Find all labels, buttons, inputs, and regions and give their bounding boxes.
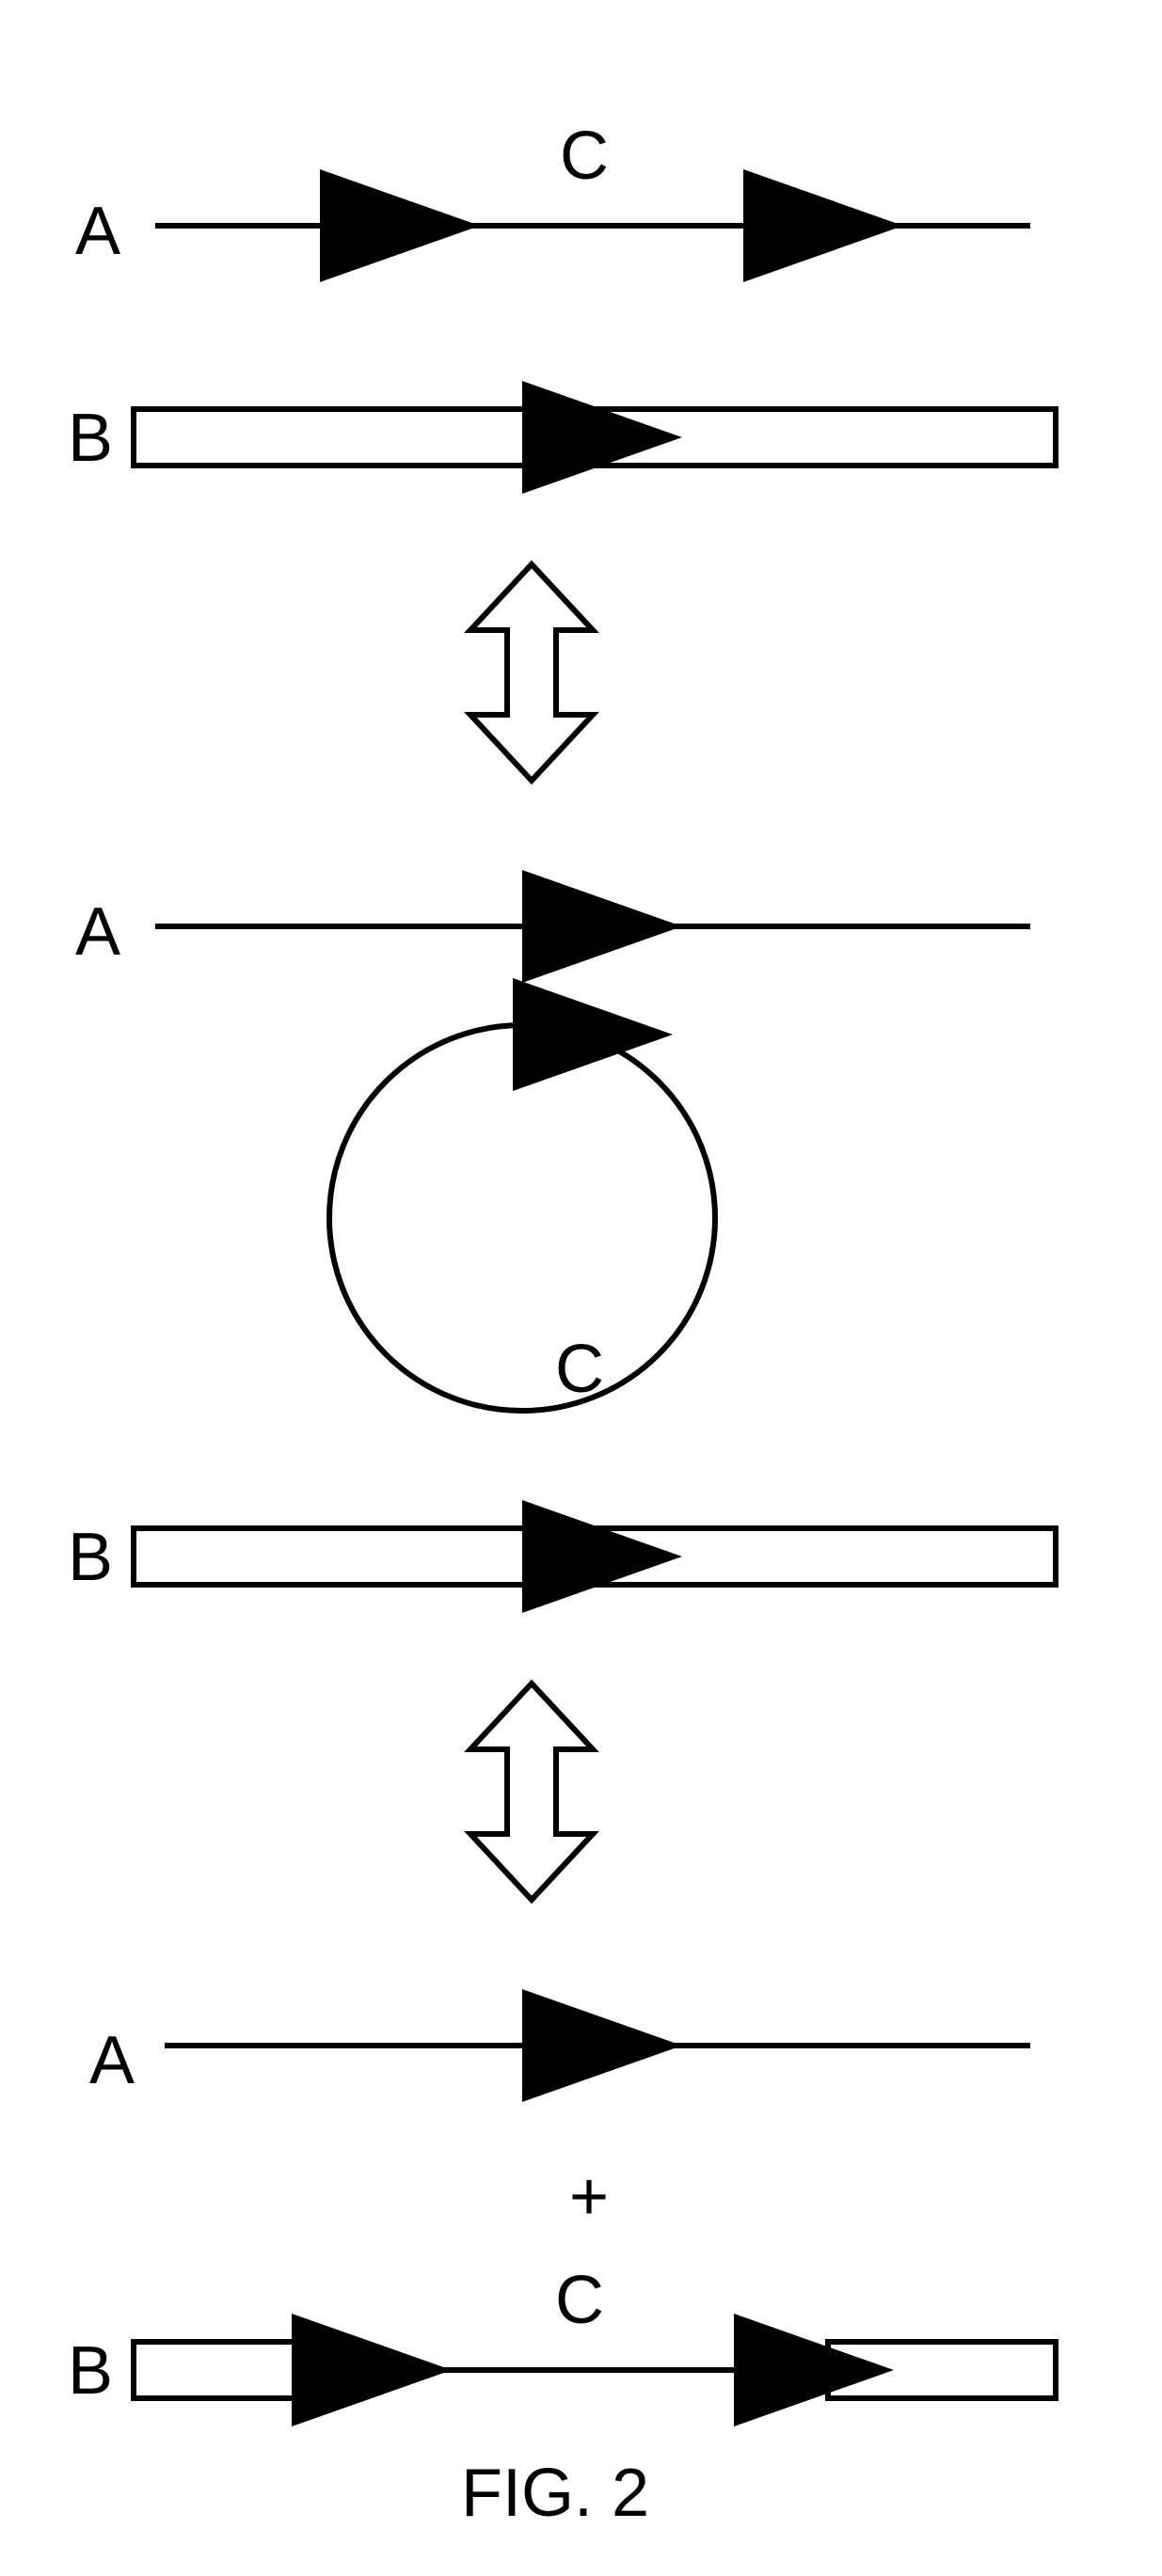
label-C-bot: C bbox=[555, 2262, 604, 2339]
figure-canvas: A C B A C B A + C B FIG. 2 bbox=[0, 0, 1162, 2576]
label-A-bot: A bbox=[89, 2022, 135, 2099]
plus-sign: + bbox=[569, 2158, 609, 2236]
label-A-top: A bbox=[75, 193, 120, 270]
label-B-bot: B bbox=[68, 2332, 113, 2410]
label-B-mid: B bbox=[68, 1519, 113, 1596]
label-C-circle: C bbox=[555, 1331, 604, 1408]
label-C-top: C bbox=[560, 118, 609, 195]
label-B-top: B bbox=[68, 400, 113, 477]
figure-caption: FIG. 2 bbox=[461, 2455, 649, 2532]
label-A-mid: A bbox=[75, 893, 120, 971]
